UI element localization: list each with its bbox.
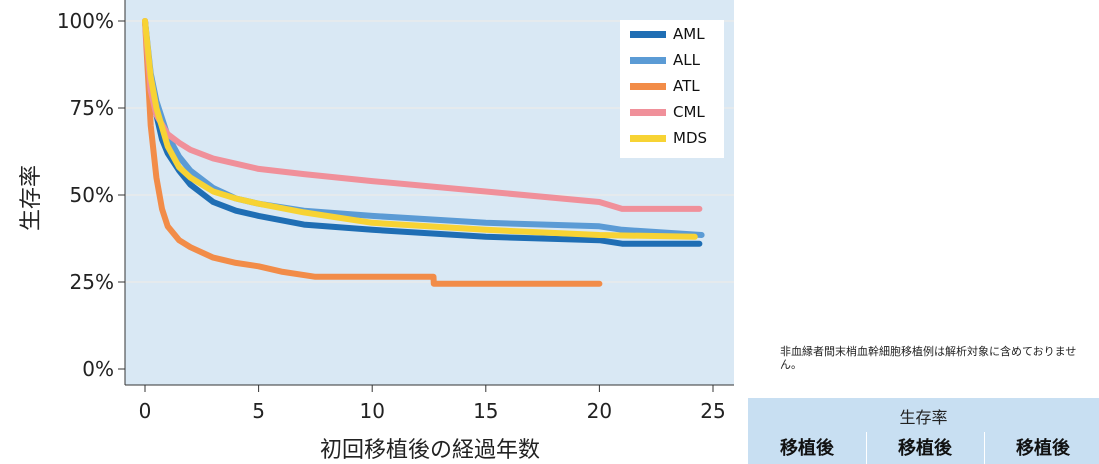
table-title: 生存率	[899, 408, 948, 427]
table-separator	[984, 432, 985, 464]
table-col-header-2: 移植後	[898, 438, 952, 459]
x-axis-title: 初回移植後の経過年数	[320, 438, 540, 463]
series-line-atl	[142, 18, 603, 287]
legend-label-mds: MDS	[673, 129, 707, 147]
table-col-header-1: 移植後	[780, 438, 834, 459]
legend-swatch-mds	[630, 135, 666, 142]
y-axis-title: 生存率	[19, 165, 44, 231]
legend-label-aml: AML	[673, 25, 705, 43]
legend-swatch-atl	[630, 83, 666, 90]
legend-items: AML ALL ATL CML MDS	[630, 25, 707, 147]
legend-label-cml: CML	[673, 103, 705, 121]
table-col-header-3: 移植後	[1016, 438, 1070, 459]
footnote: 非血縁者間末梢血幹細胞移植例は解析対象に含めておりません。	[780, 345, 1077, 371]
legend-label-atl: ATL	[673, 77, 700, 95]
table-separator	[866, 432, 867, 464]
series-layer	[142, 18, 705, 287]
x-tick-label: 5	[252, 399, 265, 423]
series-line-mds	[142, 18, 698, 240]
legend-swatch-aml	[630, 31, 666, 38]
legend-swatch-cml	[630, 109, 666, 116]
legend-swatch-all	[630, 57, 666, 64]
y-tick-label: 25%	[70, 270, 114, 294]
y-tick-label: 0%	[82, 357, 114, 381]
x-tick-label: 25	[700, 399, 725, 423]
legend-label-all: ALL	[673, 51, 701, 69]
axis-ticks: 0% 25% 50% 75% 100% 0 5 10 15 20 25	[57, 9, 726, 423]
y-tick-label: 100%	[57, 9, 114, 33]
survival-table: 生存率 移植後 移植後 移植後	[748, 398, 1099, 464]
x-tick-label: 0	[139, 399, 152, 423]
x-tick-label: 15	[473, 399, 498, 423]
x-tick-label: 20	[587, 399, 612, 423]
y-tick-label: 75%	[70, 96, 114, 120]
y-tick-label: 50%	[70, 183, 114, 207]
legend: AML ALL ATL CML MDS	[620, 20, 724, 158]
x-tick-label: 10	[359, 399, 384, 423]
